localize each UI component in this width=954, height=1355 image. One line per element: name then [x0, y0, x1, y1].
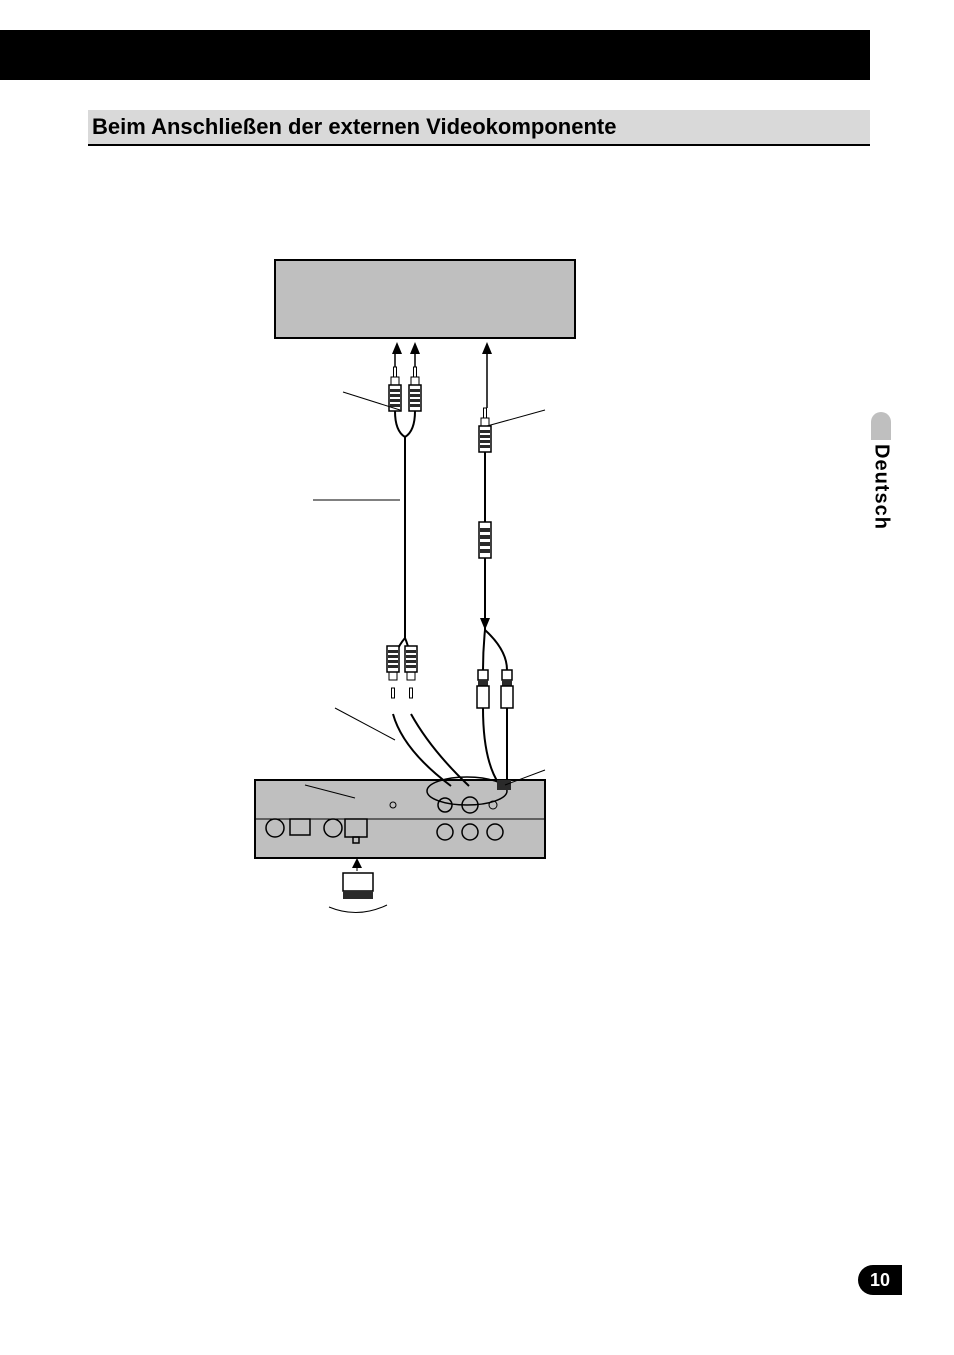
side-tab-label: Deutsch [870, 444, 893, 530]
page-number-badge: 10 [858, 1265, 902, 1295]
top-black-banner [0, 30, 870, 80]
connection-diagram [235, 240, 595, 960]
language-side-tab: Deutsch [868, 412, 894, 552]
page-number: 10 [870, 1270, 890, 1291]
side-tab-cap [871, 412, 891, 440]
section-heading-bar: Beim Anschließen der externen Videokompo… [88, 110, 870, 146]
section-heading: Beim Anschließen der externen Videokompo… [88, 114, 616, 140]
